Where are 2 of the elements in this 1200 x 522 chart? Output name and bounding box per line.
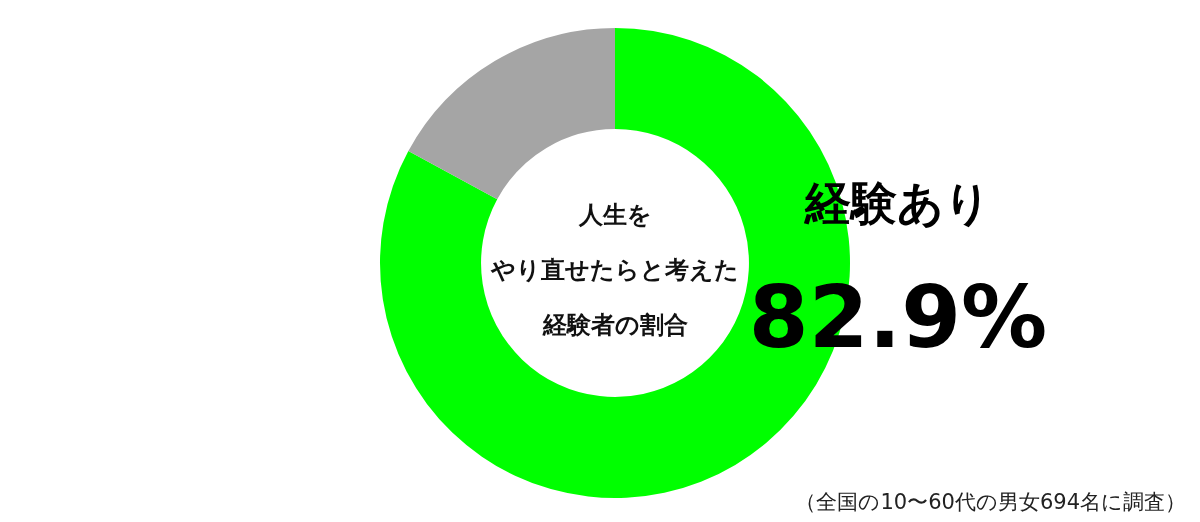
text: （全国の10〜60代の男女694名に調査） xyxy=(795,489,1186,516)
text: 人生をやり直せたらと考えた経験者の割合 xyxy=(491,200,739,339)
